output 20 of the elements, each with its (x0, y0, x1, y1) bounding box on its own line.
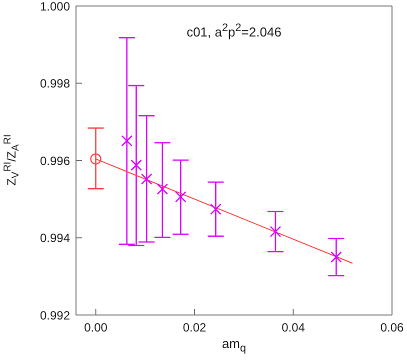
y-tick-label: 0.998 (40, 76, 70, 91)
x-tick-label: 0.06 (380, 320, 404, 335)
point (90, 153, 102, 165)
point (140, 173, 152, 185)
y-tick-label: 1.000 (40, 0, 70, 14)
text: c01, a$^{2}$p$^{2}$=2.046 (186, 22, 282, 40)
y-tick-label: 0.994 (40, 231, 70, 246)
y-tick-label: 0.992 (40, 308, 70, 322)
point (210, 204, 222, 215)
x-tick-label: 0.00 (84, 320, 108, 335)
x-axis-title: am$_{q}$ (220, 336, 248, 355)
x-tick-label: 0.04 (282, 320, 306, 335)
x-tick-label: 0.02 (182, 320, 206, 335)
point (121, 135, 133, 146)
point (175, 191, 186, 202)
point (270, 226, 282, 238)
point (130, 159, 142, 171)
y-tick-label: 0.996 (40, 154, 70, 168)
point (330, 251, 342, 263)
point (156, 183, 168, 195)
